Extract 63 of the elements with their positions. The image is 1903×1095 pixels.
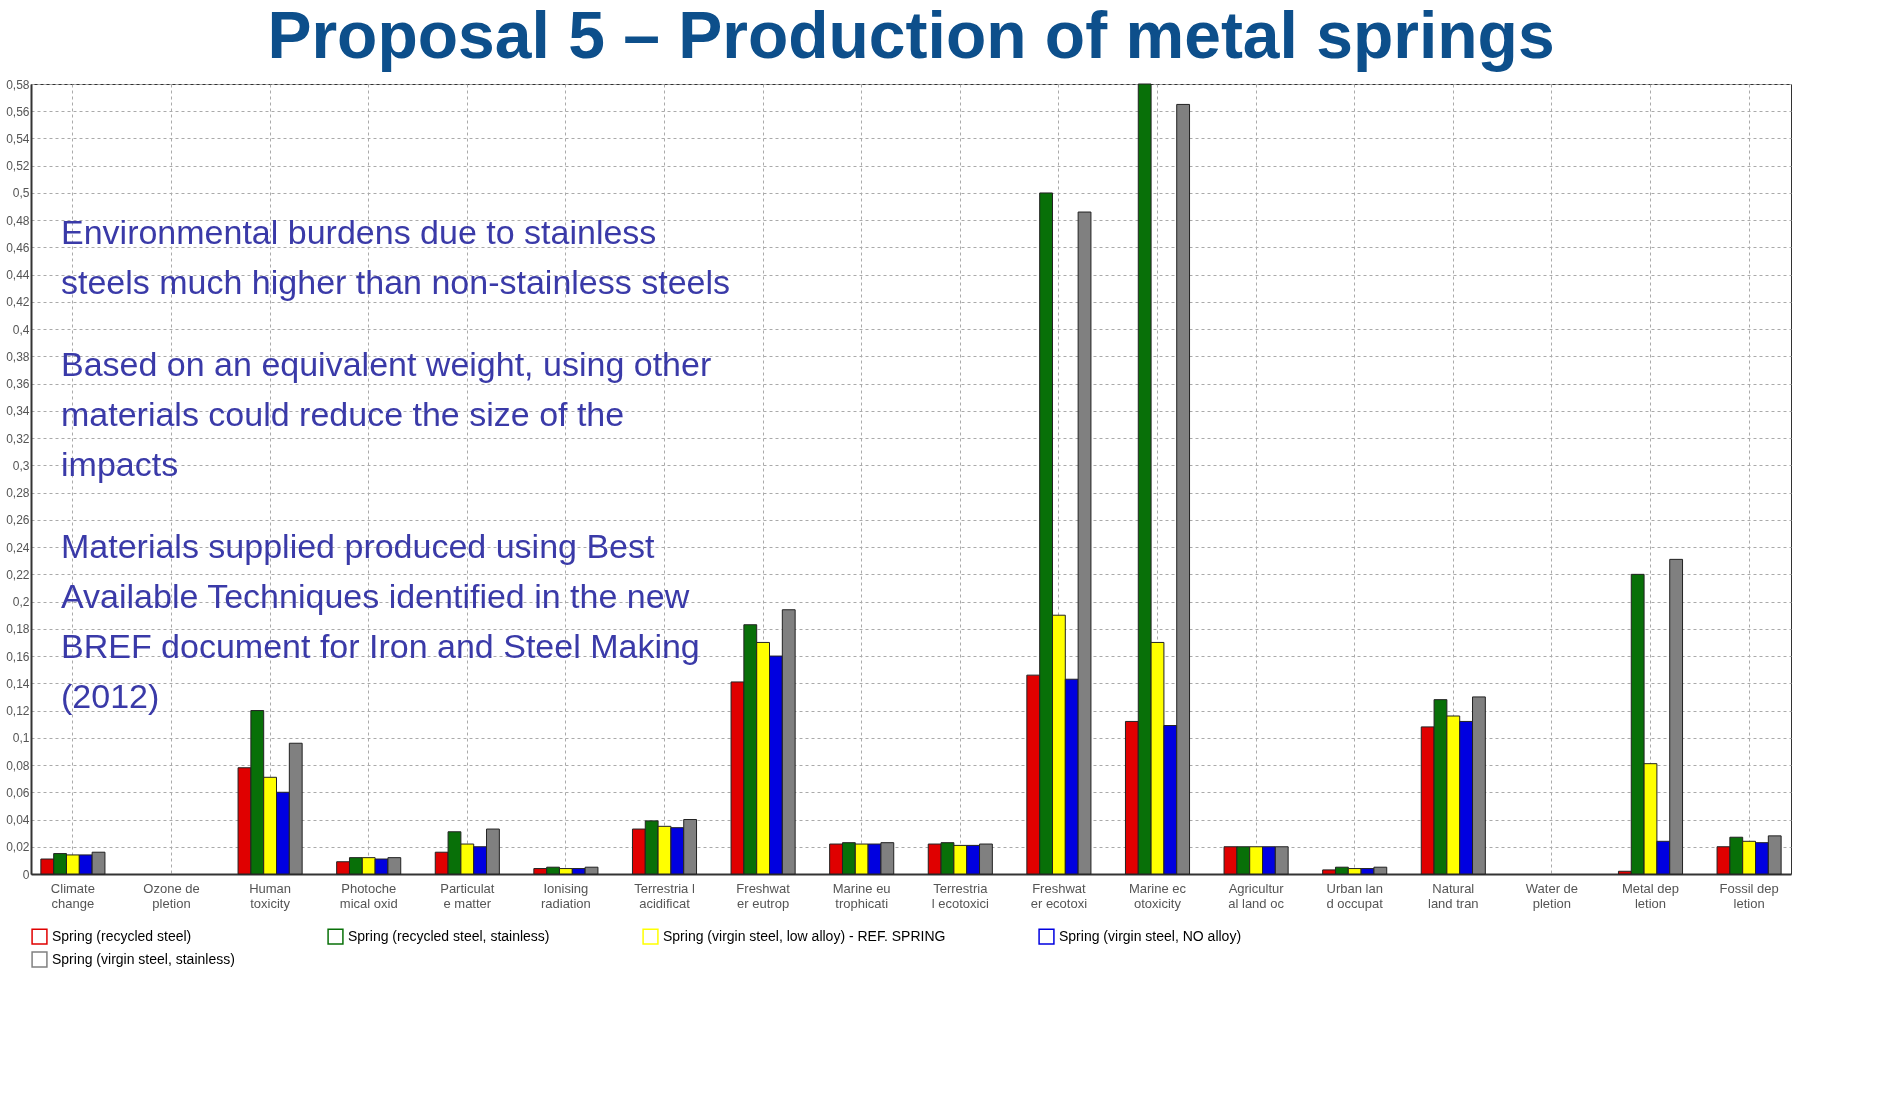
y-tick-label: 0,5	[12, 186, 30, 201]
x-tick-label: Urban lan d occupat	[1326, 880, 1384, 911]
x-tick-label: Climate change	[50, 880, 95, 911]
legend-label: Spring (virgin steel, low alloy) - REF. SPRING	[663, 927, 946, 944]
y-tick-label: 0,42	[6, 295, 30, 310]
y-tick-label: 0,24	[6, 540, 30, 555]
y-tick-label: 0,56	[6, 104, 30, 119]
y-tick-label: 0,3	[12, 458, 30, 473]
x-tick-label: Agricultur al land oc	[1228, 880, 1285, 911]
annotation: impacts	[61, 445, 179, 483]
y-tick-label: 0,12	[6, 704, 30, 719]
legend-label: Spring (virgin steel, stainless)	[52, 950, 235, 967]
annotation: BREF document for Iron and Steel Making	[61, 627, 700, 665]
y-tick-label: 0,4	[12, 322, 30, 337]
y-tick-label: 0,18	[6, 622, 30, 637]
y-tick-label: 0,52	[6, 159, 30, 174]
x-tick-label: Photoche mical oxid	[339, 880, 398, 911]
y-tick-label: 0,02	[6, 840, 30, 855]
annotation: Available Techniques identified in the new	[61, 577, 690, 615]
y-tick-label: 0,54	[6, 131, 30, 146]
y-tick-label: 0,08	[6, 758, 30, 773]
y-tick-label: 0,06	[6, 785, 30, 800]
y-tick-label: 0,48	[6, 213, 30, 228]
y-tick-label: 0,1	[12, 731, 30, 746]
x-tick-label: Terrestria l ecotoxici	[931, 880, 989, 911]
legend-label: Spring (virgin steel, NO alloy)	[1059, 927, 1242, 944]
y-tick-label: 0,16	[6, 649, 30, 664]
chart-title: Proposal 5 – Production of metal springs	[267, 0, 1555, 72]
y-tick-label: 0,22	[6, 567, 30, 582]
x-tick-label: Human toxicity	[249, 880, 292, 911]
x-tick-label: Particulat e matter	[440, 880, 495, 911]
x-tick-label: Fossil dep letion	[1719, 880, 1779, 911]
y-tick-label: 0,38	[6, 349, 30, 364]
x-tick-label: Marine ec otoxicity	[1128, 880, 1187, 911]
y-tick-label: 0,46	[6, 240, 30, 255]
x-tick-label: Marine eu trophicati	[832, 880, 891, 911]
legend-label: Spring (recycled steel)	[52, 927, 192, 944]
annotation: Materials supplied produced using Best	[61, 527, 656, 565]
annotation: steels much higher than non-stainless steels	[61, 263, 731, 301]
y-tick-label: 0,32	[6, 431, 30, 446]
annotation: Environmental burdens due to stainless	[61, 213, 657, 251]
y-tick-label: 0,04	[6, 813, 30, 828]
y-tick-label: 0,36	[6, 377, 30, 392]
legend-label: Spring (recycled steel, stainless)	[348, 927, 550, 944]
x-tick-label: Ozone de pletion	[143, 880, 200, 911]
x-tick-label: Metal dep letion	[1621, 880, 1680, 911]
x-tick-label: Ionising radiation	[540, 880, 591, 911]
annotation: (2012)	[61, 677, 160, 715]
y-tick-label: 0,26	[6, 513, 30, 528]
x-tick-label: Natural land tran	[1428, 880, 1479, 911]
y-tick-label: 0,34	[6, 404, 30, 419]
x-tick-label: Freshwat er ecotoxi	[1030, 880, 1088, 911]
y-tick-label: 0,2	[12, 595, 30, 610]
x-tick-label: Terrestria l acidificat	[634, 880, 695, 911]
y-tick-label: 0,14	[6, 676, 30, 691]
annotation: materials could reduce the size of the	[61, 395, 625, 433]
y-tick-label: 0	[22, 867, 30, 882]
y-tick-label: 0,44	[6, 268, 30, 283]
x-tick-label: Freshwat er eutrop	[736, 880, 791, 911]
y-tick-label: 0,58	[6, 77, 30, 92]
x-tick-label: Water de pletion	[1525, 880, 1579, 911]
annotation: Based on an equivalent weight, using other	[61, 345, 712, 383]
y-tick-label: 0,28	[6, 486, 30, 501]
